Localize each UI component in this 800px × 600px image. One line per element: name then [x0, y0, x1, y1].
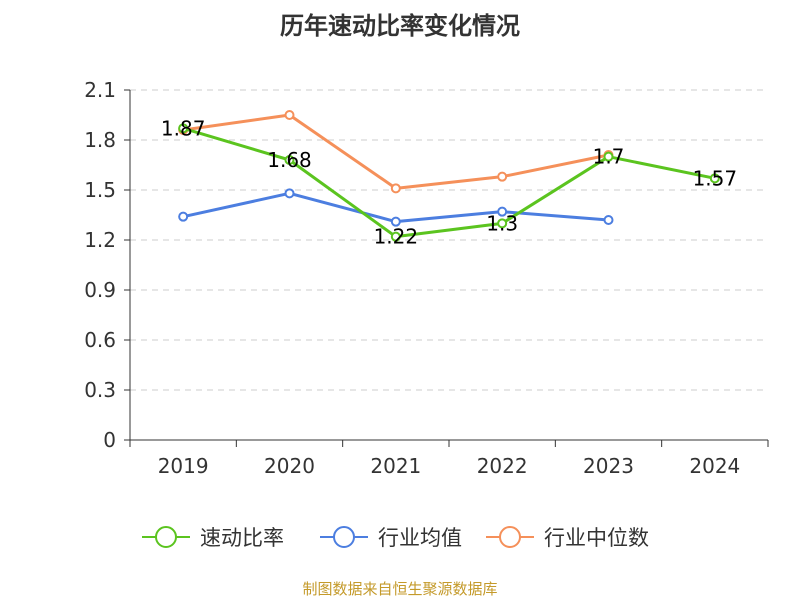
x-tick-label: 2023	[583, 454, 634, 478]
chart-title: 历年速动比率变化情况	[280, 12, 520, 40]
x-tick-label: 2024	[689, 454, 740, 478]
y-tick-label: 0.6	[84, 328, 116, 352]
y-tick-label: 0.3	[84, 378, 116, 402]
legend-item: 行业中位数	[486, 526, 649, 550]
x-tick-label: 2019	[158, 454, 209, 478]
y-tick-label: 1.8	[84, 128, 116, 152]
data-point	[497, 171, 508, 182]
data-point	[390, 216, 401, 227]
data-point	[178, 211, 189, 222]
legend-marker	[499, 526, 521, 548]
data-point	[284, 188, 295, 199]
data-point	[709, 173, 720, 184]
data-label-layer: 1.87 1.68 1.22 1.3 1.7 1.57	[161, 116, 737, 248]
legend-marker	[333, 526, 355, 548]
legend-label: 行业均值	[378, 526, 462, 550]
data-point	[178, 123, 189, 134]
data-point	[497, 218, 508, 229]
legend-item: 速动比率	[142, 526, 284, 550]
y-tick-label: 1.2	[84, 228, 116, 252]
data-point	[497, 206, 508, 217]
series-layer	[178, 110, 720, 242]
legend: 速动比率 行业均值 行业中位数	[142, 526, 649, 550]
data-label: 1.22	[374, 225, 419, 249]
grid-layer	[130, 89, 768, 391]
legend-item: 行业均值	[320, 526, 462, 550]
x-tick-label: 2022	[477, 454, 528, 478]
data-point	[284, 110, 295, 120]
data-point	[603, 215, 614, 225]
data-label: 1.68	[267, 148, 312, 172]
data-label: 1.3	[486, 211, 518, 235]
y-tick-label: 2.1	[84, 78, 116, 102]
y-tick-label: 0.9	[84, 278, 116, 302]
data-label: 1.57	[693, 166, 738, 190]
series-line	[182, 113, 609, 190]
legend-label: 速动比率	[200, 526, 284, 550]
source-footer: 制图数据来自恒生聚源数据库	[302, 580, 498, 598]
data-label: 1.7	[593, 145, 625, 169]
legend-label: 行业中位数	[544, 526, 649, 550]
data-point	[284, 155, 295, 165]
axis-layer: 0 0.3 0.6 0.9 1.2 1.5 1.8 2.1 2019 2020 2021 2022 20…	[84, 78, 769, 478]
y-tick-label: 0	[103, 428, 116, 452]
y-tick-label: 1.5	[84, 178, 116, 202]
series-line	[182, 126, 716, 239]
x-tick-label: 2021	[370, 454, 421, 478]
data-point	[390, 231, 401, 242]
data-label: 1.87	[161, 116, 206, 140]
x-tick-label: 2020	[264, 454, 315, 478]
data-point	[603, 151, 614, 162]
data-point	[390, 183, 401, 194]
legend-marker	[155, 526, 177, 548]
